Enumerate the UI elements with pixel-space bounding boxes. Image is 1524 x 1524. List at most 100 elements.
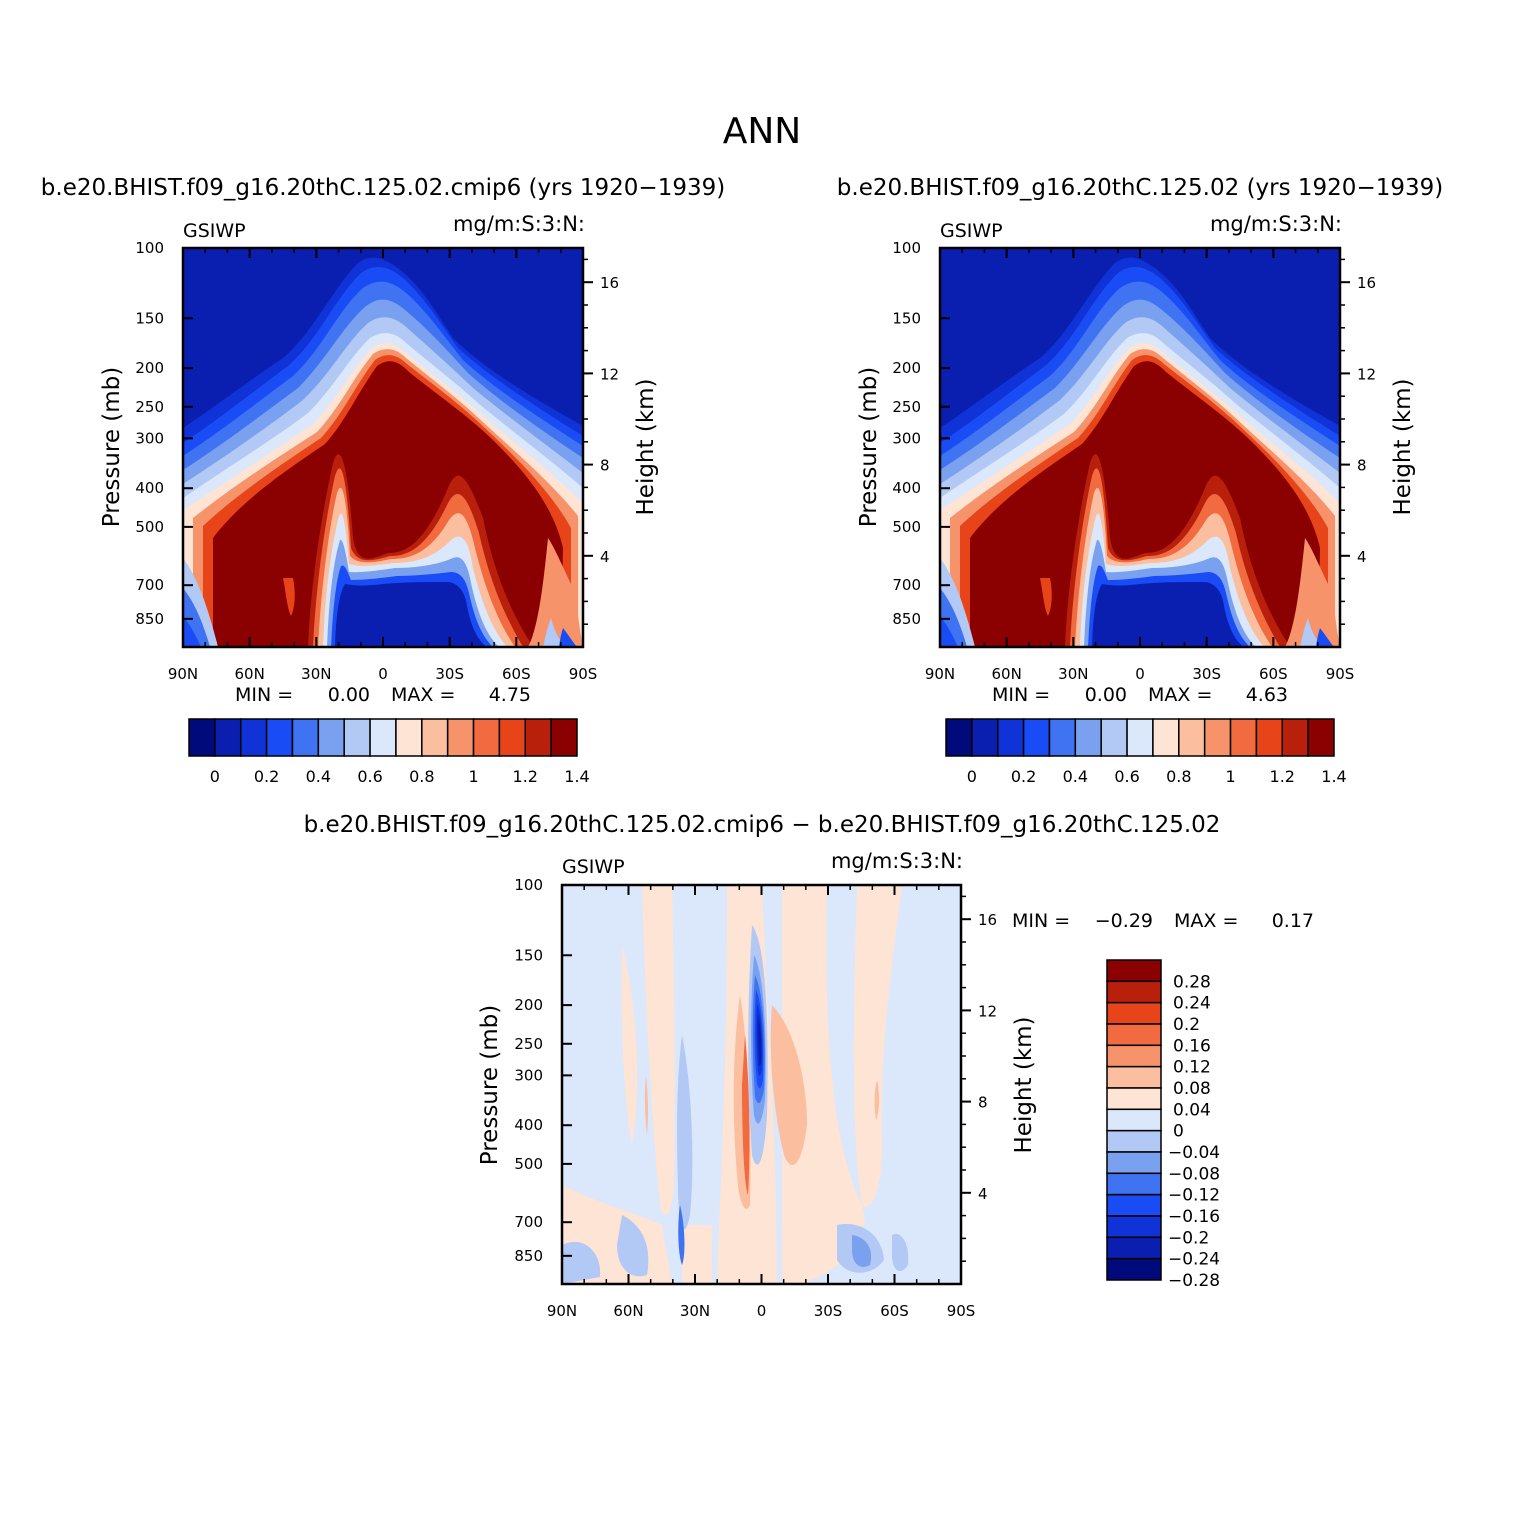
colorbar-swatch [239,718,268,757]
y-tick-label: 700 [514,1213,543,1231]
y-tick-label: 700 [892,576,921,594]
contour-band [978,548,1065,641]
x-tick-label: 60S [1259,665,1288,683]
colorbar-swatch [265,718,294,757]
colorbar-label: −0.28 [1168,1271,1220,1291]
colorbar-label: 0.4 [306,767,331,786]
y-tick-label: 250 [514,1035,543,1053]
y-tick-label: 400 [135,479,164,497]
contour-field [183,248,583,647]
colorbar-label: 0.2 [1011,767,1036,786]
contour-band [940,616,958,647]
colorbar-swatch [945,718,973,757]
contour-band [757,1015,762,1066]
y-tick-label: 200 [514,996,543,1014]
colorbar-swatch [1255,718,1284,757]
colorbar-swatch [1106,1044,1162,1068]
panel-diff-units: mg/m:S:3:N: [831,849,963,873]
y2-tick-label: 4 [1357,548,1367,566]
colorbar-label: 1.4 [564,767,589,786]
y-tick-label: 850 [135,610,164,628]
colorbar-swatch [1203,718,1232,757]
y-tick-label: 700 [135,576,164,594]
colorbar-label: 0.8 [409,767,434,786]
x-tick-label: 30S [1192,665,1221,683]
y-tick-label: 100 [892,239,921,257]
colorbar-swatch [550,718,578,757]
x-tick-label: 90S [569,665,598,683]
colorbar-swatch [472,718,501,757]
contour-band [1285,538,1340,647]
contour-field [940,248,1340,647]
y-tick-label: 100 [514,876,543,894]
contour-band [335,582,487,647]
colorbar-swatch [971,718,999,757]
contour-band [642,885,675,1216]
colorbar-swatch [1106,1236,1162,1260]
contour-band [1300,618,1324,647]
colorbar-label: 0.24 [1173,994,1211,1014]
contour-band [621,945,638,1145]
contour-band [617,1215,649,1277]
contour-band [782,885,865,1284]
colorbar-label: 0.04 [1173,1100,1211,1120]
x-tick-label: 0 [1135,665,1145,683]
y-tick-label: 500 [135,518,164,536]
page-title: ANN [723,111,802,152]
colorbar-label: −0.16 [1168,1207,1220,1227]
colorbar-swatch [1106,1257,1162,1281]
x-tick-label: 30N [680,1302,710,1320]
y-tick-label: 200 [892,359,921,377]
panel-case: 100 150 200 250 300 400 500 700 850 16 12 8 4 90N 60N 3… [135,239,619,683]
colorbar-label: 1.2 [1270,767,1295,786]
colorbar-swatch [1106,1108,1162,1132]
y2-tick-label: 12 [978,1002,997,1020]
y-tick-label: 400 [514,1116,543,1134]
colorbar-swatch [1178,718,1206,757]
colorbar-diff: 0.280.240.20.160.120.080.040−0.04−0.08−0… [1106,959,1220,1291]
x-tick-label: 60N [235,665,265,683]
x-tick-label: 30S [814,1302,843,1320]
colorbar-label: 0.8 [1166,767,1191,786]
colorbar-label: 0.2 [254,767,279,786]
panel-case-units: mg/m:S:3:N: [453,212,585,236]
contour-field [562,885,961,1284]
contour-band [562,1241,601,1284]
contour-band [677,1035,693,1230]
y-tick-label: 150 [892,309,921,327]
colorbar-label: 0 [967,767,977,786]
y-tick-label: 300 [892,429,921,447]
y2-tick-label: 12 [600,365,619,383]
colorbar-swatch [395,718,423,757]
y-tick-label: 500 [514,1155,543,1173]
y2-tick-label: 8 [978,1094,988,1112]
colorbar-swatch [1106,980,1162,1004]
colorbar-swatch [1126,718,1154,757]
contour-band [543,618,567,647]
panel-control-title: b.e20.BHIST.f09_g16.20thC.125.02 (yrs 19… [837,175,1443,201]
contour-band [1092,582,1244,647]
y-tick-label: 150 [135,309,164,327]
panel-case-min-label: MIN = [235,684,293,706]
panel-diff-min-label: MIN = [1012,910,1070,932]
contour-band [1316,628,1334,647]
colorbar-label: 0.28 [1173,972,1211,992]
y-tick-label: 100 [135,239,164,257]
contour-band [742,1035,750,1195]
y2-tick-label: 4 [978,1185,988,1203]
x-tick-label: 30N [301,665,331,683]
colorbar-swatch [1106,1023,1162,1047]
colorbar-label: 0.2 [1173,1015,1200,1035]
colorbar-label: 0.12 [1173,1058,1211,1078]
panel-case-y2label: Height (km) [633,378,659,515]
colorbar-label: −0.04 [1168,1143,1220,1163]
colorbar-label: 0.16 [1173,1036,1211,1056]
colorbar-label: 0.08 [1173,1079,1211,1099]
colorbar-swatch [1106,1087,1162,1111]
x-tick-label: 90N [547,1302,577,1320]
panel-diff-title: b.e20.BHIST.f09_g16.20thC.125.02.cmip6 −… [304,812,1221,838]
colorbar-control: 0 0.2 0.4 0.6 0.8 1 1.2 1.4 [945,718,1347,786]
contour-band [183,616,201,647]
contour-band [528,538,583,647]
